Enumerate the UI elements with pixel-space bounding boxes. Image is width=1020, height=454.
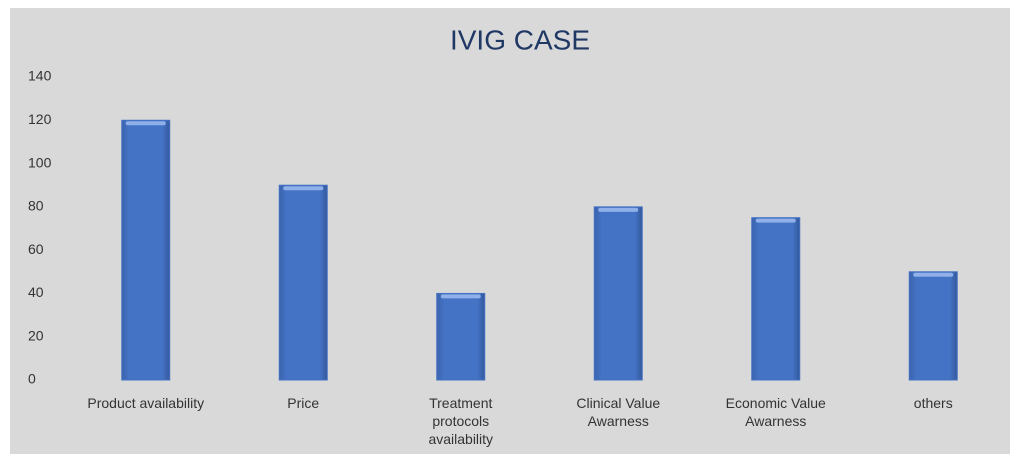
y-tick-label: 120 (28, 111, 52, 127)
bar-highlight (125, 121, 166, 126)
bar (751, 217, 801, 381)
bar-highlight (913, 272, 954, 277)
y-tick-label: 60 (28, 241, 44, 257)
bar-highlight (755, 218, 796, 223)
bar (593, 206, 643, 381)
chart-background (10, 8, 1010, 454)
bar (908, 271, 958, 381)
chart-title: IVIG CASE (450, 24, 590, 55)
y-tick-label: 0 (28, 371, 36, 387)
y-tick-label: 100 (28, 154, 52, 170)
bar-highlight (598, 207, 639, 212)
bar (121, 119, 171, 381)
x-tick-label: Treatment protocols availability (428, 395, 494, 447)
x-tick-label: others (913, 395, 953, 411)
y-tick-label: 40 (28, 284, 44, 300)
bar-highlight (283, 186, 324, 191)
y-tick-label: 80 (28, 198, 44, 214)
bar-highlight (440, 294, 481, 299)
y-tick-label: 20 (28, 327, 44, 343)
x-tick-label: Product availability (87, 395, 205, 411)
bar (436, 292, 486, 381)
bar (278, 184, 328, 381)
x-tick-label: Clinical Value Awarness (576, 395, 661, 429)
x-tick-label: Price (287, 395, 320, 411)
x-tick-label: Economic Value Awarness (725, 395, 826, 429)
y-tick-label: 140 (28, 68, 52, 84)
